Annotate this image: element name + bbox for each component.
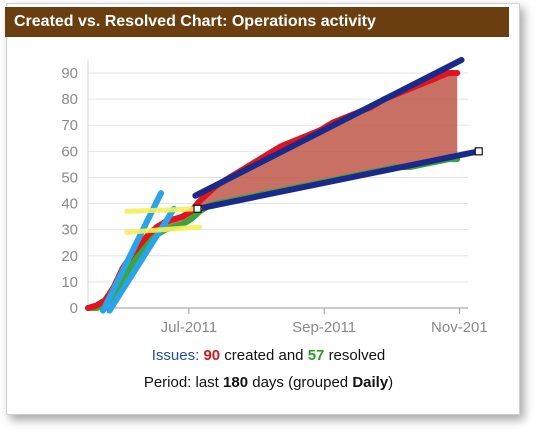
blue-trend-line bbox=[194, 148, 482, 212]
resolved-count: 57 bbox=[307, 347, 325, 364]
y-tick-label: 40 bbox=[61, 196, 78, 213]
light_blue-trend-line bbox=[106, 205, 177, 314]
y-tick-label: 50 bbox=[61, 169, 78, 186]
period-group: Daily bbox=[352, 374, 389, 391]
y-tick-label: 10 bbox=[61, 274, 78, 291]
y-tick-label: 20 bbox=[61, 248, 78, 265]
x-tick-label: Sep-2011 bbox=[292, 319, 356, 336]
period-suffix: ) bbox=[388, 374, 394, 391]
trend-line-handle bbox=[474, 147, 483, 156]
created-count: 90 bbox=[203, 347, 221, 364]
x-tick-label: Nov-201 bbox=[431, 319, 488, 336]
period-days: 180 bbox=[223, 374, 249, 391]
created-text: created and bbox=[224, 347, 304, 364]
blue-trend-line bbox=[192, 56, 465, 199]
chart-title: Created vs. Resolved Chart: Operations a… bbox=[5, 7, 509, 37]
annotation-layer bbox=[100, 56, 483, 314]
issues-label: Issues: bbox=[151, 347, 200, 364]
period-mid: days (grouped bbox=[252, 374, 349, 391]
trend-line-handle bbox=[193, 204, 202, 213]
grid-layer bbox=[88, 72, 468, 309]
y-tick-label: 30 bbox=[61, 222, 78, 239]
period-prefix: Period: last bbox=[143, 374, 219, 391]
x-tick-label: Jul-2011 bbox=[161, 319, 217, 336]
y-tick-label: 70 bbox=[61, 117, 78, 134]
yellow-trend-line bbox=[124, 224, 203, 235]
y-tick-label: 0 bbox=[70, 300, 78, 317]
y-tick-label: 80 bbox=[61, 91, 78, 108]
resolved-text: resolved bbox=[328, 347, 386, 364]
y-tick-label: 60 bbox=[61, 143, 78, 160]
y-tick-label: 90 bbox=[61, 65, 78, 82]
yellow-trend-line bbox=[124, 206, 203, 214]
axis-layer: 0 10 20 30 40 50 60 70 80 90 Jul-2011 Sep-2011 Nov-2… bbox=[61, 59, 488, 336]
period-summary: Period: last 180 days (grouped Daily) bbox=[0, 374, 537, 391]
issues-summary: Issues: 90 created and 57 resolved bbox=[0, 347, 537, 364]
